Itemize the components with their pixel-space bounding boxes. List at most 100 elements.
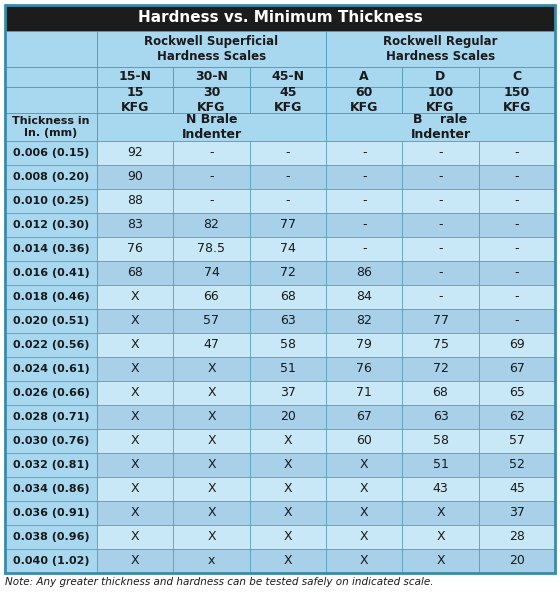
Bar bbox=[250, 285, 326, 309]
Bar bbox=[5, 405, 97, 429]
Bar bbox=[5, 429, 97, 453]
Bar bbox=[326, 87, 402, 113]
Bar bbox=[97, 405, 174, 429]
Bar bbox=[250, 189, 326, 213]
Text: 58: 58 bbox=[280, 338, 296, 351]
Text: 0.024 (0.61): 0.024 (0.61) bbox=[13, 364, 90, 374]
Text: X: X bbox=[207, 387, 216, 400]
Text: 30-N: 30-N bbox=[195, 70, 228, 83]
Bar bbox=[250, 213, 326, 237]
Text: 45
KFG: 45 KFG bbox=[274, 86, 302, 114]
Text: -: - bbox=[209, 194, 214, 207]
Text: X: X bbox=[360, 555, 368, 568]
Bar bbox=[479, 453, 555, 477]
Text: X: X bbox=[283, 555, 292, 568]
Bar bbox=[174, 429, 250, 453]
Bar bbox=[97, 357, 174, 381]
Bar bbox=[5, 189, 97, 213]
Text: 82: 82 bbox=[204, 218, 220, 232]
Text: X: X bbox=[131, 338, 139, 351]
Text: X: X bbox=[131, 530, 139, 544]
Text: B    rale
Indenter: B rale Indenter bbox=[410, 113, 470, 141]
Text: 76: 76 bbox=[356, 362, 372, 376]
Text: 37: 37 bbox=[280, 387, 296, 400]
Text: X: X bbox=[283, 459, 292, 471]
Text: 45-N: 45-N bbox=[272, 70, 304, 83]
Text: -: - bbox=[362, 218, 366, 232]
Bar bbox=[326, 285, 402, 309]
Text: N Brale
Indenter: N Brale Indenter bbox=[181, 113, 241, 141]
Bar bbox=[174, 165, 250, 189]
Text: X: X bbox=[131, 291, 139, 303]
Text: 65: 65 bbox=[509, 387, 525, 400]
Text: -: - bbox=[438, 218, 443, 232]
Bar bbox=[326, 429, 402, 453]
Text: X: X bbox=[360, 530, 368, 544]
Bar bbox=[174, 357, 250, 381]
Bar bbox=[479, 333, 555, 357]
Text: 77: 77 bbox=[432, 314, 449, 327]
Text: 20: 20 bbox=[509, 555, 525, 568]
Text: X: X bbox=[207, 530, 216, 544]
Text: 0.014 (0.36): 0.014 (0.36) bbox=[13, 244, 89, 254]
Text: 30
KFG: 30 KFG bbox=[197, 86, 226, 114]
Bar bbox=[174, 501, 250, 525]
Bar bbox=[5, 309, 97, 333]
Text: -: - bbox=[515, 291, 519, 303]
Text: 0.032 (0.81): 0.032 (0.81) bbox=[13, 460, 89, 470]
Text: 28: 28 bbox=[509, 530, 525, 544]
Text: X: X bbox=[131, 411, 139, 424]
Text: 15-N: 15-N bbox=[119, 70, 152, 83]
Bar bbox=[174, 261, 250, 285]
Bar bbox=[326, 477, 402, 501]
Bar bbox=[402, 429, 479, 453]
Text: 0.036 (0.91): 0.036 (0.91) bbox=[13, 508, 89, 518]
Bar bbox=[174, 141, 250, 165]
Text: 82: 82 bbox=[356, 314, 372, 327]
Bar bbox=[5, 549, 97, 573]
Bar bbox=[174, 67, 250, 87]
Bar bbox=[97, 477, 174, 501]
Text: 86: 86 bbox=[356, 267, 372, 280]
Text: 0.008 (0.20): 0.008 (0.20) bbox=[13, 172, 89, 182]
Bar bbox=[250, 381, 326, 405]
Text: 0.030 (0.76): 0.030 (0.76) bbox=[13, 436, 89, 446]
Text: 51: 51 bbox=[432, 459, 449, 471]
Text: X: X bbox=[283, 482, 292, 495]
Bar bbox=[250, 333, 326, 357]
Text: -: - bbox=[209, 170, 214, 183]
Bar bbox=[97, 113, 326, 141]
Text: 37: 37 bbox=[509, 506, 525, 519]
Bar bbox=[326, 501, 402, 525]
Text: Hardness vs. Minimum Thickness: Hardness vs. Minimum Thickness bbox=[138, 10, 422, 26]
Bar bbox=[479, 237, 555, 261]
Bar bbox=[479, 285, 555, 309]
Bar bbox=[479, 213, 555, 237]
Text: 45: 45 bbox=[509, 482, 525, 495]
Bar bbox=[174, 525, 250, 549]
Text: 0.016 (0.41): 0.016 (0.41) bbox=[13, 268, 90, 278]
Bar bbox=[5, 31, 97, 67]
Bar bbox=[250, 549, 326, 573]
Bar bbox=[250, 429, 326, 453]
Bar bbox=[326, 525, 402, 549]
Text: 0.028 (0.71): 0.028 (0.71) bbox=[13, 412, 89, 422]
Bar bbox=[5, 501, 97, 525]
Bar bbox=[326, 333, 402, 357]
Bar bbox=[97, 87, 174, 113]
Bar bbox=[174, 381, 250, 405]
Bar bbox=[479, 501, 555, 525]
Bar bbox=[5, 525, 97, 549]
Text: 90: 90 bbox=[127, 170, 143, 183]
Bar bbox=[250, 309, 326, 333]
Bar bbox=[5, 165, 97, 189]
Bar bbox=[174, 285, 250, 309]
Bar bbox=[97, 501, 174, 525]
Bar bbox=[402, 213, 479, 237]
Text: 74: 74 bbox=[204, 267, 220, 280]
Bar bbox=[174, 453, 250, 477]
Text: 20: 20 bbox=[280, 411, 296, 424]
Text: -: - bbox=[515, 194, 519, 207]
Text: 74: 74 bbox=[280, 243, 296, 256]
Bar bbox=[479, 429, 555, 453]
